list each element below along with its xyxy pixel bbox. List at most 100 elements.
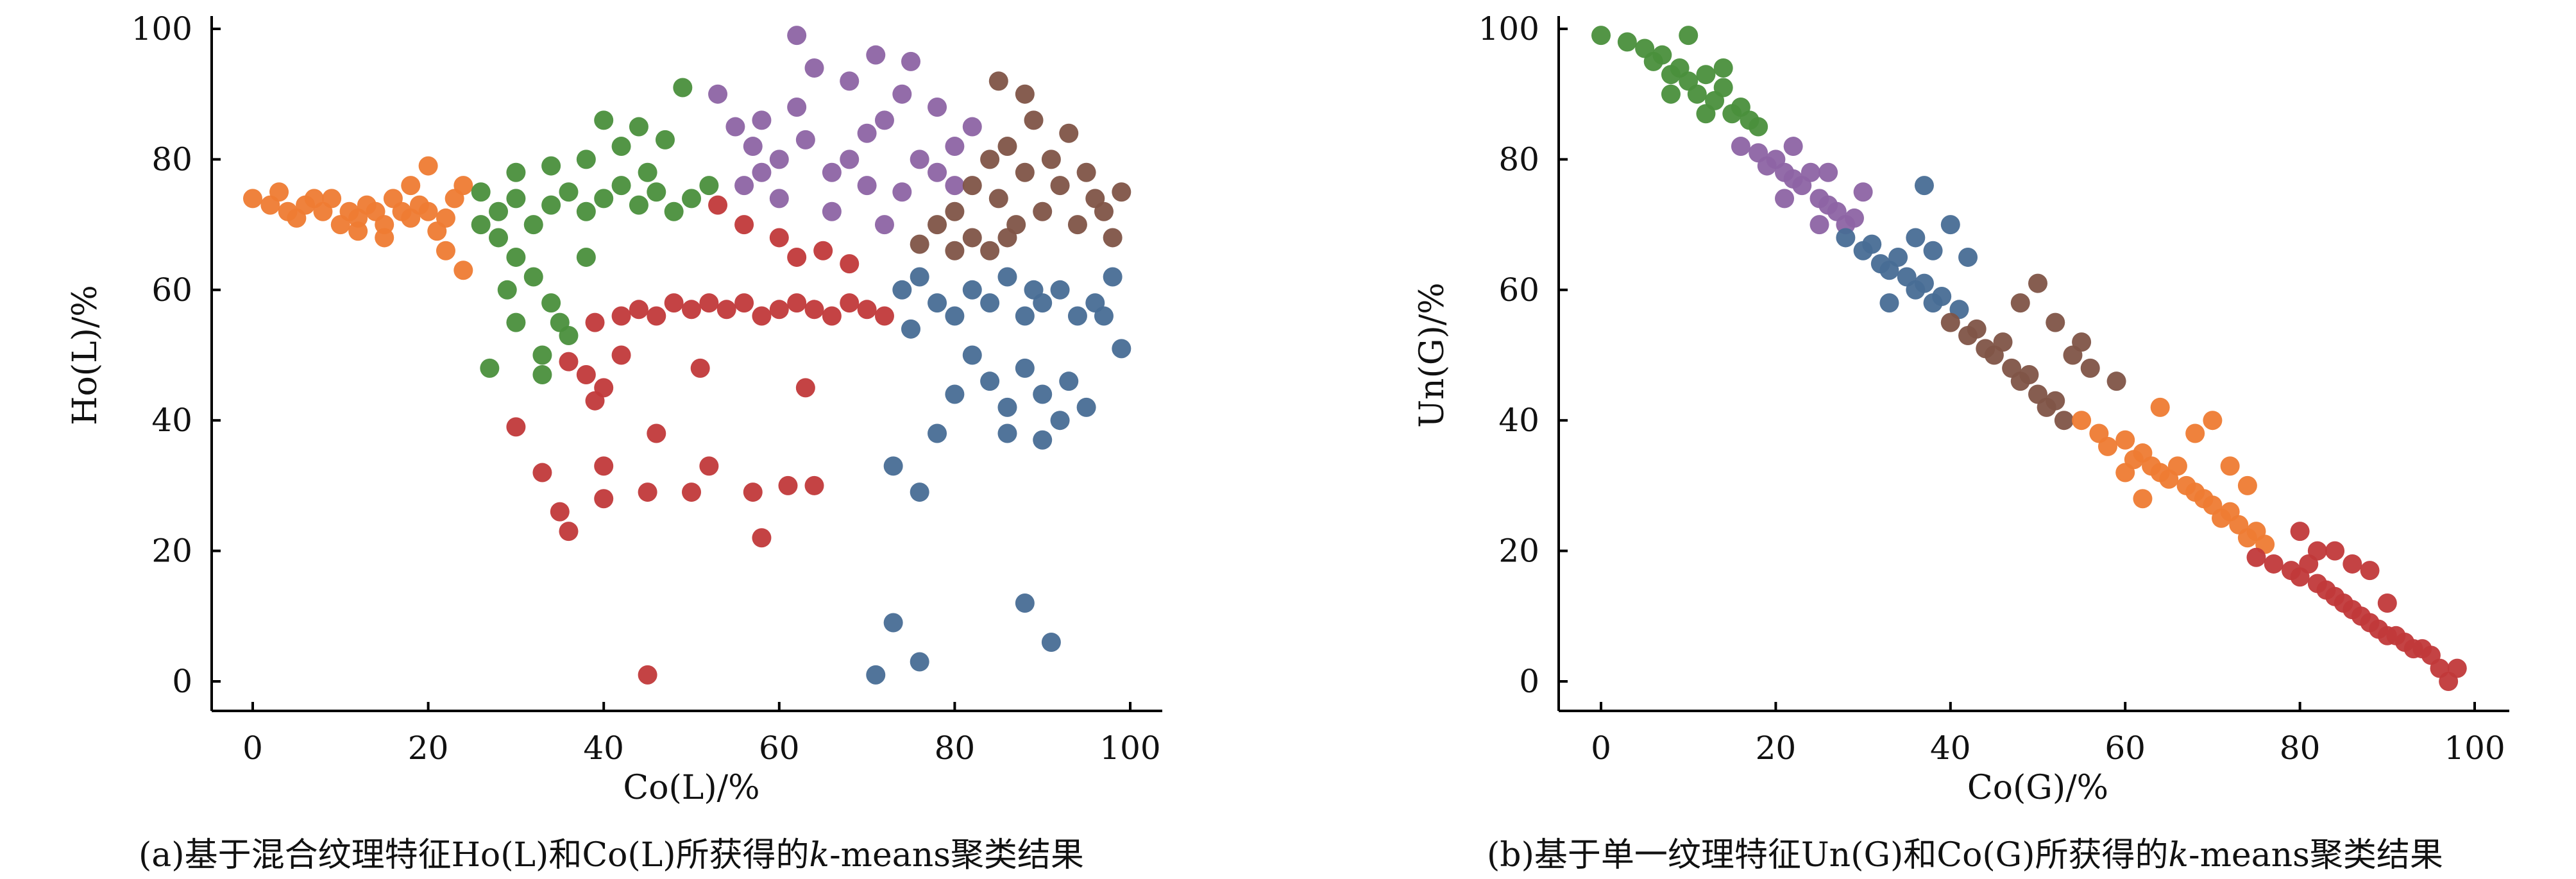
data-point: [322, 189, 342, 209]
data-point: [1862, 234, 1882, 254]
data-point: [822, 306, 842, 326]
x-axis-label: Co(L)/%: [623, 769, 759, 807]
data-point: [2246, 547, 2266, 567]
data-point: [2054, 411, 2074, 431]
data-point: [1094, 201, 1114, 221]
data-point: [2097, 436, 2117, 456]
y-axis-label: Un(G)/%: [1413, 282, 1452, 427]
data-point: [2106, 371, 2126, 391]
data-point: [1687, 84, 1707, 104]
data-point: [348, 221, 368, 241]
data-point: [752, 110, 772, 130]
data-point: [840, 254, 860, 274]
data-point: [1103, 267, 1123, 287]
data-point: [901, 51, 920, 71]
x-tick-label: 40: [1930, 730, 1971, 767]
data-point: [945, 241, 965, 260]
data-point: [1906, 228, 1926, 248]
data-point: [1112, 182, 1131, 202]
data-point: [1094, 306, 1114, 326]
data-point: [813, 241, 833, 260]
data-point: [1033, 430, 1053, 450]
data-point: [945, 176, 965, 196]
data-point: [787, 247, 807, 267]
data-point: [822, 201, 842, 221]
data-point: [945, 306, 965, 326]
data-point: [1015, 162, 1035, 182]
data-point: [611, 345, 631, 365]
data-point: [795, 378, 815, 398]
data-point: [769, 300, 789, 320]
data-point: [2237, 475, 2257, 495]
data-point: [550, 502, 570, 522]
data-point: [471, 215, 491, 235]
x-tick-label: 100: [2444, 730, 2505, 767]
data-point: [638, 665, 657, 685]
data-point: [1967, 319, 1987, 339]
data-point: [1033, 201, 1053, 221]
data-point: [840, 71, 860, 91]
data-point: [418, 201, 438, 221]
data-point: [1033, 384, 1053, 404]
series-2: [471, 78, 719, 385]
data-point: [647, 182, 666, 202]
data-point: [804, 58, 824, 78]
data-point: [928, 423, 947, 443]
data-point: [988, 71, 1008, 91]
y-tick-label: 40: [1498, 402, 1539, 439]
data-point: [725, 117, 745, 137]
data-point: [523, 215, 543, 235]
data-point: [585, 391, 605, 411]
data-point: [2072, 332, 2092, 352]
data-point: [2115, 430, 2135, 450]
data-point: [1888, 247, 1908, 267]
data-point: [436, 241, 455, 260]
data-point: [2447, 658, 2467, 678]
data-point: [997, 397, 1017, 417]
data-point: [752, 528, 772, 548]
data-point: [2307, 541, 2327, 561]
chart-panel-b: 0 20 40 60 80 100 0 20 40 60 80 100 Co(G)/% Un(G)/% (b…: [1413, 10, 2509, 875]
chart-panel-a: 0 20 40 60 80 100 0 20 40 60 80 100 Co(L)/% Ho(L)/% (a…: [66, 10, 1162, 875]
data-point: [506, 162, 526, 182]
data-point: [787, 293, 807, 313]
data-point: [752, 162, 772, 182]
data-point: [892, 84, 912, 104]
data-point: [1914, 176, 1934, 196]
data-point: [857, 300, 877, 320]
data-point: [576, 201, 596, 221]
data-point: [506, 189, 526, 209]
data-point: [655, 130, 675, 149]
y-tick-label: 40: [151, 402, 192, 439]
series-3: [506, 195, 894, 685]
data-point: [962, 176, 982, 196]
data-point: [2360, 561, 2380, 581]
data-point: [532, 345, 552, 365]
data-point: [883, 456, 903, 476]
data-point: [1783, 137, 1803, 157]
data-point: [1713, 58, 1733, 78]
data-point: [980, 293, 1000, 313]
y-tick-label: 80: [1498, 141, 1539, 178]
series-5: [910, 71, 1131, 260]
data-point: [945, 137, 965, 157]
series-6: [866, 267, 1131, 685]
data-point: [453, 260, 473, 280]
data-point: [1024, 110, 1044, 130]
data-point: [2377, 593, 2397, 613]
x-tick-label: 60: [759, 730, 800, 767]
data-point: [418, 156, 438, 176]
data-point: [840, 293, 860, 313]
data-point: [1050, 176, 1070, 196]
data-point: [2203, 411, 2223, 431]
data-point: [576, 247, 596, 267]
data-point: [682, 482, 701, 502]
data-point: [1731, 137, 1750, 157]
data-point: [2115, 463, 2135, 482]
data-point: [1853, 182, 1873, 202]
data-point: [778, 475, 798, 495]
x-tick-label: 80: [935, 730, 976, 767]
data-point: [647, 306, 666, 326]
data-point: [699, 176, 719, 196]
data-point: [997, 137, 1017, 157]
